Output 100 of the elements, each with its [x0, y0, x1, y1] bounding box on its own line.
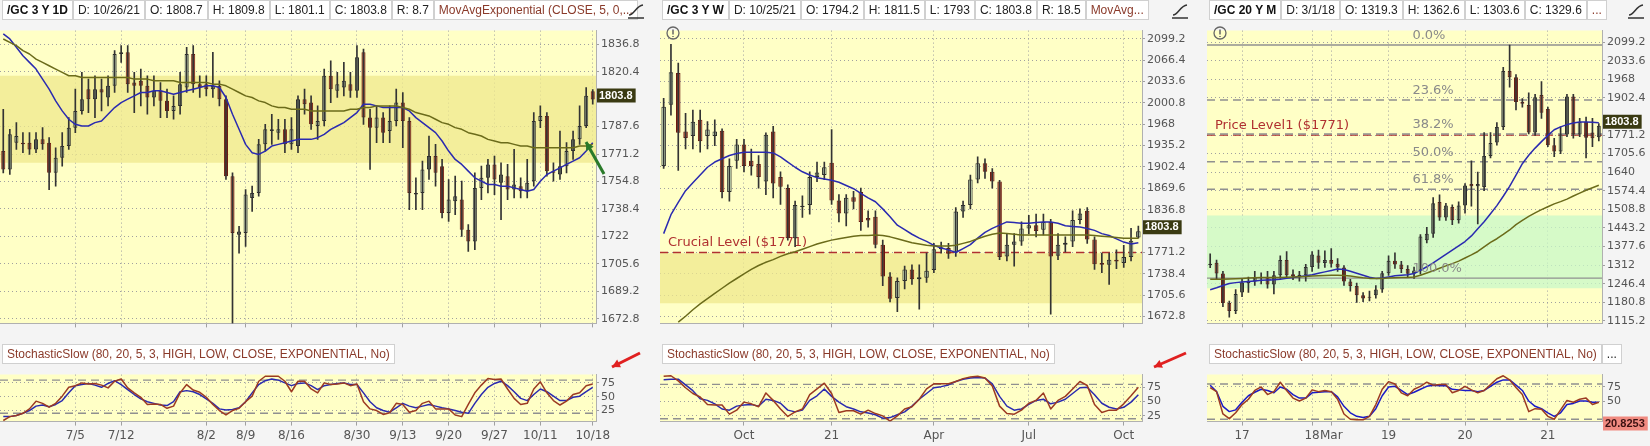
y-tick-label: 1902.4 [1607, 90, 1646, 104]
y-tick-label: 1246.4 [1607, 276, 1646, 290]
chart-title: /GC 3 Y 1D [2, 0, 73, 20]
candlestick [683, 112, 688, 150]
text: O: 1808.7 [144, 0, 208, 20]
y-tick-label: 1672.8 [1147, 309, 1186, 323]
x-tick-label: 10/11 [523, 427, 558, 442]
x-tick-label: 18 [1304, 427, 1320, 442]
text: H: 1809.8 [207, 0, 270, 20]
text: C: 1803.8 [974, 0, 1037, 20]
x-tick-label: 8/30 [343, 427, 371, 442]
y-tick-label: 1377.6 [1607, 239, 1646, 253]
x-tick-label: 10/18 [575, 427, 611, 442]
text: MovAvgExponential (CLOSE, 5, 0,... [433, 0, 638, 20]
y-tick-label: 1574.4 [1607, 183, 1646, 197]
y-tick-label: 50 [601, 389, 615, 403]
text: MovAvg... [1085, 0, 1149, 20]
x-tick-label: 8/16 [277, 427, 305, 442]
candlestick [851, 190, 856, 210]
text: R: 8.7 [391, 0, 434, 20]
x-tick-label: 21 [1540, 427, 1556, 442]
y-tick-label: 75 [1147, 380, 1161, 394]
x-tick-label: Oct [1113, 427, 1135, 442]
x-tick-label: 17 [1234, 427, 1250, 442]
text: O: 1319.3 [1339, 0, 1403, 20]
x-tick-label: 8/2 [196, 427, 216, 442]
y-tick-label: 1935.2 [1147, 138, 1186, 152]
y-tick-label: 2066.4 [1147, 53, 1186, 67]
text: ... [1601, 344, 1622, 364]
y-tick-label: 1836.8 [601, 37, 640, 51]
x-tick-label: Mar [1319, 427, 1343, 442]
text: D: 3/1/18 [1281, 0, 1340, 20]
ref-line-label: Price Level1 ($1771) [1215, 116, 1350, 132]
candlestick [493, 155, 496, 195]
x-tick-label: 9/13 [389, 427, 417, 442]
candlestick [230, 172, 235, 324]
chart-title: StochasticSlow (80, 20, 5, 3, HIGH, LOW, CLOSE, EXPONENTIAL, No) [662, 344, 1055, 364]
y-tick-label: 50 [1607, 394, 1621, 408]
chart-title: StochasticSlow (80, 20, 5, 3, HIGH, LOW, CLOSE, EXPONENTIAL, No) [2, 344, 395, 364]
x-tick-label: 9/27 [481, 427, 508, 442]
chart-title: /GC 20 Y M [1209, 0, 1282, 20]
y-tick-label: 1771.2 [1607, 127, 1646, 141]
chart-title: StochasticSlow (80, 20, 5, 3, HIGH, LOW, CLOSE, EXPONENTIAL, No) [1209, 344, 1602, 364]
x-tick-label: 19 [1380, 427, 1397, 442]
annotation: 0.0% [1412, 26, 1446, 42]
y-tick-label: 1902.4 [1147, 159, 1186, 173]
text: R: 18.5 [1036, 0, 1086, 20]
y-tick-label: 1180.8 [1607, 295, 1646, 309]
y-tick-label: 75 [1607, 379, 1621, 393]
x-tick-label: 21 [823, 427, 840, 442]
text: 1803.8 [1605, 114, 1639, 127]
text: D: 10/25/21 [728, 0, 801, 20]
text: L: 1793 [924, 0, 975, 20]
x-tick-label: Apr [923, 427, 945, 442]
y-tick-label: 1968 [1607, 72, 1635, 86]
y-tick-label: 1754.8 [601, 174, 640, 188]
y-tick-label: 1443.2 [1607, 220, 1646, 234]
y-tick-label: 1869.6 [1147, 181, 1186, 195]
candlestick [362, 48, 365, 125]
candlestick [99, 78, 104, 112]
text: C: 1329.6 [1524, 0, 1587, 20]
y-tick-label: 75 [601, 375, 615, 389]
y-tick-label: 1820.4 [601, 64, 640, 78]
annotation: 38.2% [1412, 115, 1454, 131]
annotation: 23.6% [1412, 81, 1454, 97]
x-tick-label: Jul [1020, 427, 1037, 442]
y-tick-label: 1705.6 [601, 256, 640, 270]
x-tick-label: Oct [733, 427, 755, 442]
y-tick-label: 1312 [1607, 257, 1635, 271]
x-tick-label: 9/20 [435, 427, 463, 442]
y-tick-label: 1787.6 [601, 119, 640, 133]
y-tick-label: 1836.8 [1147, 202, 1186, 216]
y-tick-label: 1705.6 [1607, 146, 1646, 160]
y-tick-label: 1968 [1147, 117, 1175, 131]
x-tick-label: 8/9 [235, 427, 256, 442]
text: L: 1801.1 [269, 0, 330, 20]
y-tick-label: 1640 [1607, 165, 1635, 179]
y-tick-label: 1672.8 [601, 311, 640, 325]
y-tick-label: 1771.2 [601, 146, 640, 160]
y-tick-label: 1508.8 [1607, 202, 1646, 216]
y-tick-label: 1115.2 [1607, 313, 1646, 327]
text: 1803.8 [1145, 220, 1179, 233]
y-tick-label: 2033.6 [1147, 74, 1186, 88]
annotation: 50.0% [1412, 143, 1454, 159]
x-tick-label: 20 [1457, 427, 1473, 442]
text: H: 1811.5 [863, 0, 925, 20]
y-tick-label: 1705.6 [1147, 287, 1186, 301]
y-tick-label: 2033.6 [1607, 53, 1646, 67]
text: L: 1303.6 [1464, 0, 1525, 20]
y-tick-label: 1771.2 [1147, 245, 1186, 259]
y-tick-label: 25 [1147, 408, 1161, 422]
text: O: 1794.2 [800, 0, 864, 20]
text: 1803.8 [599, 88, 633, 101]
x-tick-label: 7/5 [65, 427, 85, 442]
y-tick-label: 25 [601, 403, 615, 417]
text: C: 1803.8 [329, 0, 392, 20]
text: D: 10/26/21 [72, 0, 145, 20]
y-tick-label: 1738.4 [1147, 266, 1186, 280]
chart-title: /GC 3 Y W [662, 0, 729, 20]
text: H: 1362.6 [1402, 0, 1465, 20]
